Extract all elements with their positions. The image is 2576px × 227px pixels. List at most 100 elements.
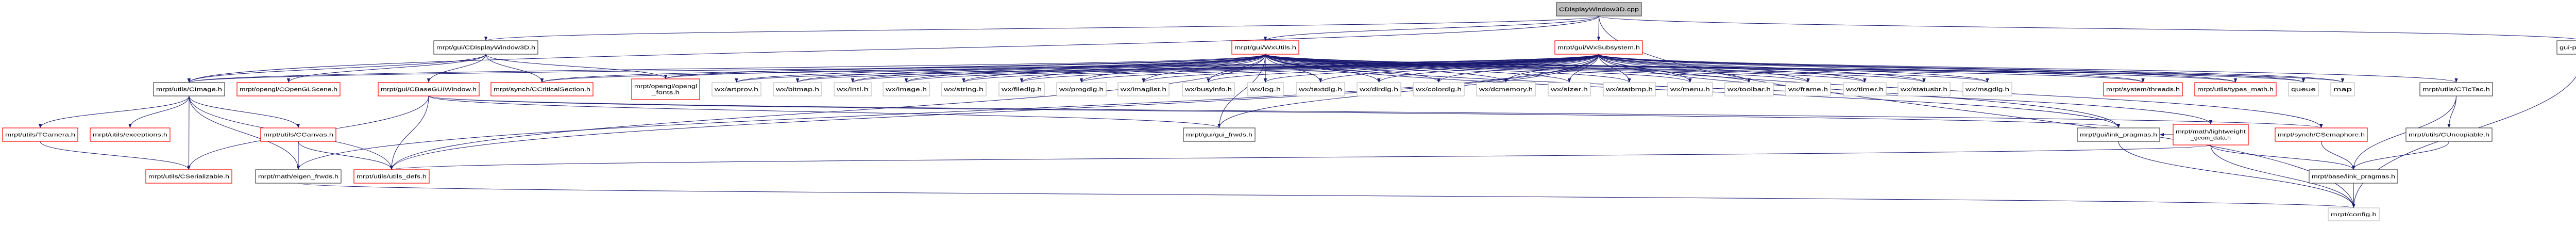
node-cimage[interactable]: mrpt/utils/CImage.h (153, 82, 225, 96)
edge-cimage-to-ccanvas (189, 95, 300, 128)
node-progdlg[interactable]: wx/progdlg.h (1056, 82, 1107, 96)
node-box (1183, 127, 1256, 142)
edge-basegui-to-utilsdefs (389, 95, 429, 170)
node-cdw3d[interactable]: mrpt/gui/CDisplayWindow3D.h (433, 40, 538, 55)
node-statbmp[interactable]: wx/statbmp.h (1603, 82, 1656, 96)
node-tictac[interactable]: mrpt/utils/CTicTac.h (2419, 82, 2493, 96)
node-imaglist[interactable]: wx/imaglist.h (1117, 82, 1170, 96)
edge-wxsub-to-guifrwds (1217, 54, 1599, 128)
node-label: wx/toolbar.h (1726, 87, 1771, 93)
node-tcamera[interactable]: mrpt/utils/TCamera.h (2, 127, 78, 142)
node-box (1724, 82, 1774, 96)
edge-wxsub-to-frame (1598, 54, 1810, 83)
edge-cimage-to-serializable (187, 95, 191, 170)
node-frame[interactable]: wx/frame.h (1785, 82, 1831, 96)
node-intl[interactable]: wx/intl.h (834, 82, 872, 96)
node-dirdlg[interactable]: wx/dirdlg.h (1357, 82, 1401, 96)
edge-baselink-to-config (2352, 183, 2355, 208)
node-box (2275, 127, 2368, 142)
node-threads[interactable]: mrpt/system/threads.h (2103, 82, 2183, 96)
node-artprov[interactable]: wx/artprov.h (711, 82, 761, 96)
node-serializable[interactable]: mrpt/utils/CSerializable.h (145, 169, 232, 184)
edge-wxsub-to-semaphore (1598, 54, 2323, 128)
node-label: mrpt/utils/CImage.h (156, 87, 222, 93)
edge-wxsub-to-map (1598, 54, 2344, 83)
node-box (145, 169, 232, 184)
node-timer[interactable]: wx/timer.h (1843, 82, 1887, 96)
node-busyinfo[interactable]: wx/busyinfo.h (1182, 82, 1235, 96)
node-label: wx/intl.h (836, 87, 869, 93)
node-colordlg[interactable]: wx/colordlg.h (1413, 82, 1465, 96)
edge-wxsub-to-colordlg (1437, 54, 1599, 83)
node-image[interactable]: wx/image.h (883, 82, 930, 96)
node-baselink[interactable]: mrpt/base/link_pragmas.h (2309, 169, 2398, 184)
node-sizer[interactable]: wx/sizer.h (1548, 82, 1591, 96)
node-box (153, 82, 225, 96)
node-label: mrpt/utils/utils_defs.h (357, 174, 427, 180)
node-label: wx/busyinfo.h (1184, 87, 1232, 93)
edge-wxutils-to-timer (1265, 54, 1867, 83)
node-toolbar[interactable]: wx/toolbar.h (1724, 82, 1774, 96)
node-eigen[interactable]: mrpt/math/eigen_frwds.h (255, 169, 342, 184)
node-bitmap[interactable]: wx/bitmap.h (773, 82, 822, 96)
node-ccanvas[interactable]: mrpt/utils/CCanvas.h (260, 127, 336, 142)
edge-cdw3d-to-basegui (427, 54, 486, 83)
node-cpp[interactable]: CDisplayWindow3D.cpp (1556, 2, 1642, 17)
edge-wxutils-to-colordlg (1265, 54, 1440, 83)
edge-guilink-to-config (2118, 141, 2355, 208)
node-box (490, 82, 594, 96)
node-label: mrpt/opengl/COpenGLScene.h (240, 87, 337, 93)
node-box (998, 82, 1045, 96)
node-dcmemory[interactable]: wx/dcmemory.h (1476, 82, 1536, 96)
node-msgdlg[interactable]: wx/msgdlg.h (1962, 82, 2012, 96)
node-lwgeom[interactable]: mrpt/math/lightweight_geom_data.h (2173, 124, 2249, 145)
edge-ccanvas-to-utilsdefs (298, 141, 394, 170)
node-critsec[interactable]: mrpt/synch/CCriticalSection.h (490, 82, 594, 96)
node-box (1247, 82, 1284, 96)
node-precomp[interactable]: gui-precomp.h (2556, 40, 2576, 55)
node-guilink[interactable]: mrpt/gui/link_pragmas.h (2077, 127, 2160, 142)
node-box (1357, 82, 1401, 96)
node-semaphore[interactable]: mrpt/synch/CSemaphore.h (2275, 127, 2368, 142)
edge-wxsub-to-timer (1598, 54, 1867, 83)
node-wxutils[interactable]: mrpt/gui/WxUtils.h (1231, 40, 1299, 55)
node-exceptions[interactable]: mrpt/utils/exceptions.h (90, 127, 171, 142)
node-menu[interactable]: wx/menu.h (1667, 82, 1713, 96)
node-label: mrpt/utils/CSerializable.h (148, 174, 229, 180)
node-config[interactable]: mrpt/config.h (2328, 207, 2380, 221)
node-label: wx/sizer.h (1550, 87, 1588, 93)
node-label: wx/colordlg.h (1415, 87, 1462, 93)
node-wxsub[interactable]: mrpt/gui/WxSubsystem.h (1554, 40, 1643, 55)
edge-wxsub-to-critsec (540, 54, 1599, 83)
node-label: mrpt/utils/CCanvas.h (263, 133, 333, 138)
node-label: wx/menu.h (1669, 87, 1710, 93)
node-box (1413, 82, 1465, 96)
node-log[interactable]: wx/log.h (1247, 82, 1284, 96)
node-utilsdefs[interactable]: mrpt/utils/utils_defs.h (353, 169, 430, 184)
node-statusbr[interactable]: wx/statusbr.h (1897, 82, 1951, 96)
node-label: wx/imaglist.h (1120, 87, 1166, 93)
node-label: mrpt/config.h (2331, 212, 2377, 218)
edge-semaphore-to-baselink (2321, 141, 2355, 170)
node-label: mrpt/utils/types_math.h (2197, 87, 2274, 93)
nodes-layer: CDisplayWindow3D.cpp mrpt/gui/CDisplayWin… (2, 2, 2576, 221)
node-glfonts[interactable]: mrpt/opengl/opengl_fonts.h (631, 78, 700, 100)
node-box (1056, 82, 1107, 96)
node-typesmath[interactable]: mrpt/utils/types_math.h (2194, 82, 2277, 96)
node-textdlg[interactable]: wx/textdlg.h (1296, 82, 1345, 96)
node-box (1843, 82, 1887, 96)
node-basegui[interactable]: mrpt/gui/CBaseGUIWindow.h (378, 82, 480, 96)
node-label: mrpt/system/threads.h (2106, 87, 2180, 93)
node-box (1556, 2, 1642, 17)
edge-wxsub-to-cimage (188, 54, 1599, 83)
node-guifrwds[interactable]: mrpt/gui/gui_frwds.h (1183, 127, 1256, 142)
node-box (1554, 40, 1643, 55)
node-glscene[interactable]: mrpt/opengl/COpenGLScene.h (236, 82, 341, 96)
node-queue[interactable]: queue (2288, 82, 2319, 96)
node-box (260, 127, 336, 142)
node-uncopiable[interactable]: mrpt/utils/CUncopiable.h (2405, 127, 2493, 142)
node-box (2077, 127, 2160, 142)
node-string[interactable]: wx/string.h (941, 82, 987, 96)
node-map[interactable]: map (2330, 82, 2355, 96)
node-filedlg[interactable]: wx/filedlg.h (998, 82, 1045, 96)
